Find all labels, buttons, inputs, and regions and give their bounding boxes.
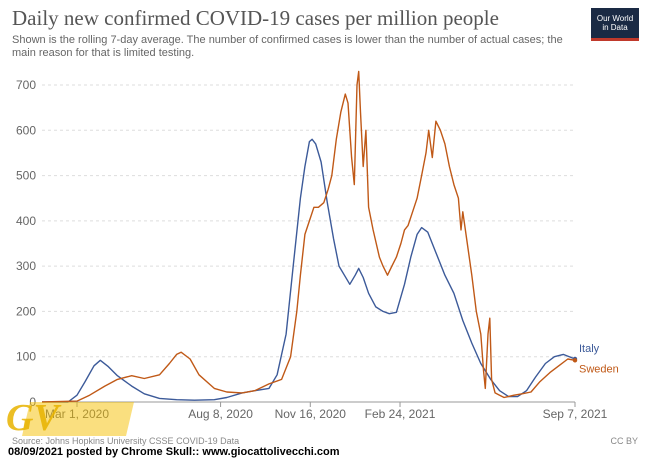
footer-credit: 08/09/2021 posted by Chrome Skull:: www.…: [8, 446, 340, 458]
chart-subtitle: Shown is the rolling 7-day average. The …: [12, 34, 563, 59]
logo-line-2: in Data: [602, 23, 628, 32]
watermark-text: GV: [6, 397, 61, 439]
gv-watermark: GV: [6, 397, 134, 439]
x-tick-label: Nov 16, 2020: [275, 407, 347, 421]
owid-logo[interactable]: Our World in Data: [591, 8, 639, 41]
series-line-sweden: [41, 70, 576, 403]
y-tick-label: 600: [16, 123, 36, 137]
chart-title: Daily new confirmed COVID-19 cases per m…: [12, 6, 499, 30]
series-endpoint-sweden: [572, 358, 578, 363]
license-label[interactable]: CC BY: [610, 436, 638, 446]
series-label-sweden: Sweden: [579, 363, 619, 375]
y-tick-label: 100: [16, 350, 36, 364]
x-tick-label: Feb 24, 2021: [365, 407, 436, 421]
series-label-italy: Italy: [579, 343, 600, 355]
y-tick-label: 500: [16, 169, 36, 183]
y-tick-label: 400: [16, 214, 36, 228]
x-tick-label: Sep 7, 2021: [543, 407, 608, 421]
y-tick-label: 700: [16, 78, 36, 92]
x-tick-label: Aug 8, 2020: [188, 407, 253, 421]
source-note[interactable]: Source: Johns Hopkins University CSSE CO…: [12, 436, 240, 446]
logo-line-1: Our World: [596, 14, 634, 23]
y-tick-label: 300: [16, 259, 36, 273]
series-line-italy: [42, 138, 576, 403]
y-tick-label: 200: [16, 304, 36, 318]
